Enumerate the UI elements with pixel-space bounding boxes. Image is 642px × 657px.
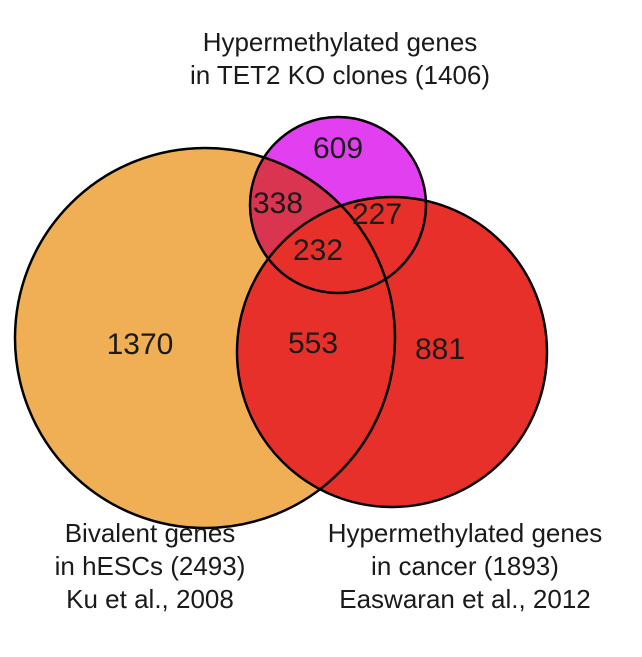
set-label: Easwaran et al., 2012 xyxy=(339,584,591,614)
set-label: Bivalent genes xyxy=(65,518,236,548)
region-count: 609 xyxy=(313,132,363,165)
set-label: in cancer (1893) xyxy=(371,551,559,581)
set-label: Hypermethylated genes xyxy=(203,27,478,57)
outline xyxy=(235,195,549,509)
set-cancer xyxy=(237,197,547,507)
outline xyxy=(248,115,428,295)
region-count: 553 xyxy=(288,327,338,360)
outline xyxy=(13,146,397,530)
set-label: Ku et al., 2008 xyxy=(66,584,234,614)
set-label: in hESCs (2493) xyxy=(55,551,246,581)
region-count: 881 xyxy=(415,333,465,366)
region-count: 1370 xyxy=(107,328,174,361)
set-label: Hypermethylated genes xyxy=(328,518,603,548)
region-count: 338 xyxy=(253,187,303,220)
set-label: in TET2 KO clones (1406) xyxy=(190,60,490,90)
region-count: 227 xyxy=(352,198,402,231)
region-count: 232 xyxy=(293,234,343,267)
